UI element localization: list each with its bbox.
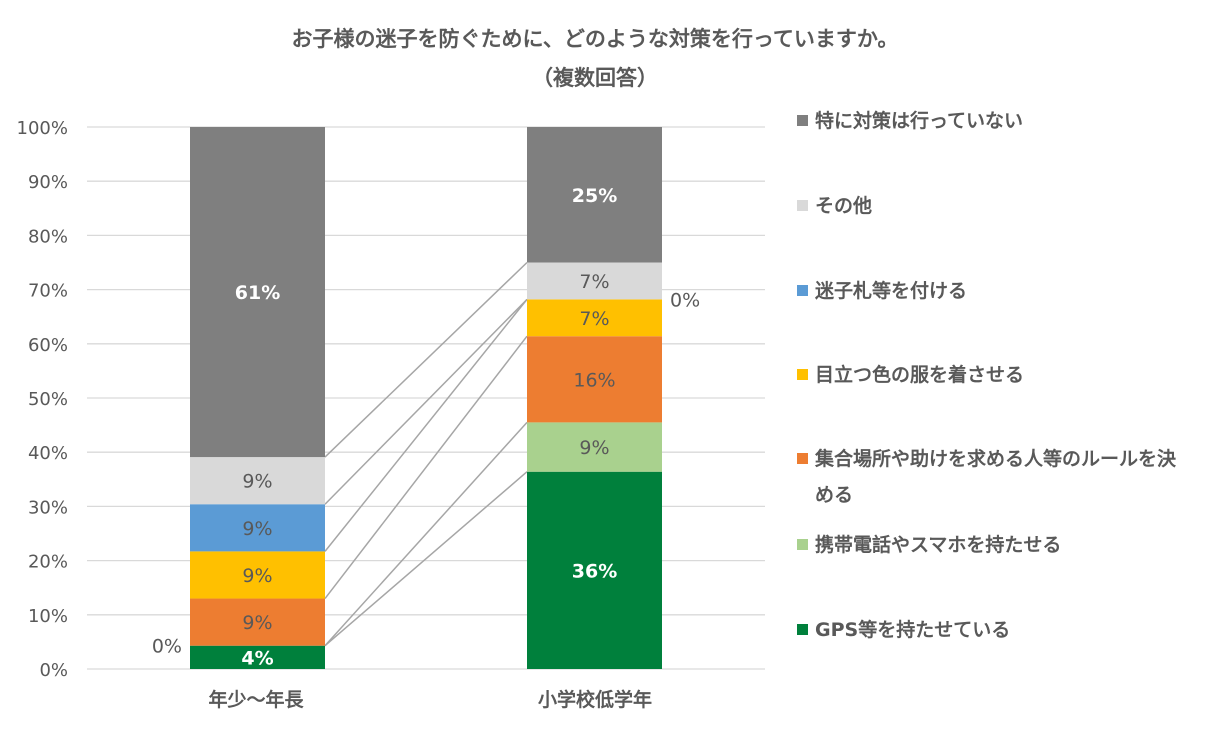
- data-label: 7%: [579, 308, 609, 330]
- chart-subtitle: （複数回答）: [532, 66, 658, 90]
- legend-label: 目立つ色の服を着させる: [815, 363, 1024, 386]
- data-label: 0%: [152, 636, 182, 658]
- legend-swatch: [797, 115, 808, 126]
- data-label: 9%: [242, 565, 272, 587]
- bar-segment: [190, 457, 325, 505]
- y-tick-label: 70%: [28, 281, 68, 302]
- bar-segment: [527, 127, 662, 263]
- data-label: 16%: [573, 369, 615, 391]
- legend-swatch: [797, 453, 808, 464]
- data-label: 36%: [572, 560, 617, 582]
- legend-label: 集合場所や助けを求める人等のルールを決める: [814, 447, 1177, 506]
- legend-label-line: 集合場所や助けを求める人等のルールを決: [814, 447, 1177, 470]
- legend-label: その他: [815, 194, 872, 217]
- chart-title: お子様の迷子を防ぐために、どのような対策を行っていますか。: [292, 27, 899, 51]
- y-tick-label: 10%: [28, 606, 68, 627]
- data-label: 7%: [579, 271, 609, 293]
- y-tick-label: 90%: [28, 172, 68, 193]
- x-category-label: 小学校低学年: [538, 688, 652, 711]
- series-line: [324, 298, 528, 552]
- series-line: [324, 335, 528, 599]
- legend-label: 迷子札等を付ける: [814, 279, 967, 302]
- y-tick-label: 60%: [28, 335, 68, 356]
- data-label: 9%: [579, 437, 609, 459]
- bar-segment: [190, 504, 325, 552]
- y-tick-label: 100%: [17, 118, 68, 139]
- y-tick-label: 40%: [28, 443, 68, 464]
- series-line: [324, 261, 528, 458]
- bar-segment: [190, 598, 325, 646]
- y-tick-label: 20%: [28, 552, 68, 573]
- data-label: 4%: [241, 647, 273, 669]
- bar-segment: [190, 127, 325, 458]
- y-tick-label: 50%: [28, 389, 68, 410]
- legend-label: 携帯電話やスマホを持たせる: [815, 533, 1061, 556]
- x-category-label: 年少〜年長: [208, 688, 304, 711]
- data-label: 9%: [242, 612, 272, 634]
- legend-label: 特に対策は行っていない: [815, 109, 1023, 132]
- legend-swatch: [797, 200, 808, 211]
- y-tick-label: 80%: [28, 226, 68, 247]
- legend-swatch: [797, 624, 808, 635]
- legend-swatch: [797, 369, 808, 380]
- bar-segment: [190, 551, 325, 599]
- series-line: [324, 421, 528, 647]
- data-label: 0%: [670, 289, 700, 311]
- legend-swatch: [797, 285, 808, 296]
- bar-segment: [527, 299, 662, 337]
- bar-segment: [527, 336, 662, 423]
- data-label: 9%: [242, 471, 272, 493]
- data-label: 61%: [235, 282, 280, 304]
- bar-segment: [527, 422, 662, 472]
- legend-label: GPS等を持たせている: [815, 618, 1010, 641]
- legend-swatch: [797, 539, 808, 550]
- y-tick-label: 0%: [39, 660, 68, 681]
- bar-segment: [527, 471, 662, 669]
- bar-segment: [190, 645, 325, 669]
- data-label: 25%: [572, 185, 617, 207]
- y-tick-label: 30%: [28, 497, 68, 518]
- series-line: [324, 298, 528, 505]
- bar-segment: [527, 262, 662, 300]
- legend-label-line: める: [815, 484, 853, 506]
- data-label: 9%: [242, 518, 272, 540]
- series-line: [324, 471, 528, 647]
